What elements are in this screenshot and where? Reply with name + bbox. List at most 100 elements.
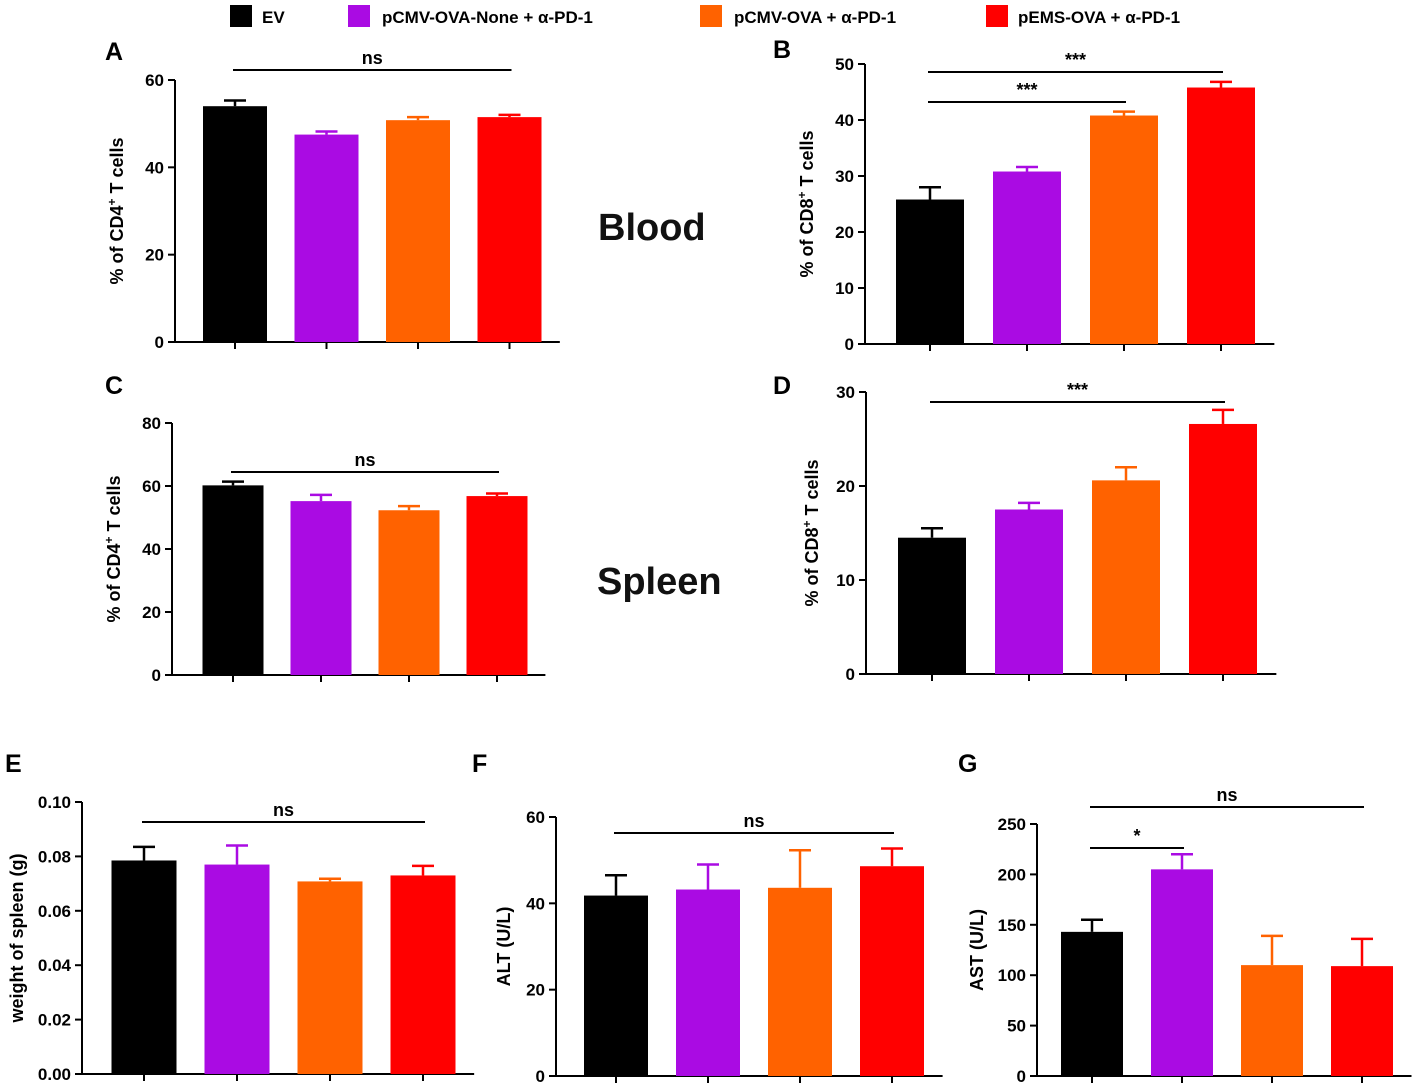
y-axis-label: % of CD8+ T cells <box>800 459 822 606</box>
significance-label: ns <box>354 450 375 470</box>
panel-c: C 0 20 40 60 80 % of CD4+ T cells ns <box>102 372 546 685</box>
panel-e: E 0.00 0.02 0.04 0.06 0.08 0.10 weight of splee… <box>5 750 475 1084</box>
y-tick-label: 20 <box>836 477 855 496</box>
panel-letter: A <box>105 38 123 66</box>
bar <box>378 510 440 675</box>
bar <box>1331 966 1393 1076</box>
panel-letter: B <box>773 36 791 64</box>
y-tick-label: 0.08 <box>38 847 71 866</box>
y-tick-label: 0 <box>155 333 164 352</box>
y-tick-label: 20 <box>142 603 161 622</box>
y-tick-label: 200 <box>998 865 1026 884</box>
significance-label: *** <box>1065 50 1086 70</box>
y-tick-label: 0 <box>152 666 161 685</box>
legend-swatch-pcmv-ova-none <box>348 5 370 27</box>
y-tick-label: 60 <box>526 808 545 827</box>
y-tick-label: 0.04 <box>38 956 72 975</box>
y-tick-label: 30 <box>835 167 854 186</box>
bar <box>1151 869 1213 1076</box>
bar <box>1187 87 1255 345</box>
significance-label: ns <box>1216 785 1237 805</box>
bar <box>290 501 352 675</box>
bar <box>896 199 964 344</box>
y-tick-label: 40 <box>145 158 164 177</box>
y-axis-label: weight of spleen (g) <box>7 853 27 1023</box>
y-tick-label: 0.06 <box>38 902 71 921</box>
bar <box>860 866 924 1076</box>
y-tick-label: 60 <box>142 477 161 496</box>
legend-swatch-pcmv-ova <box>700 5 722 27</box>
y-tick-label: 0 <box>536 1067 545 1086</box>
bar <box>1092 480 1160 674</box>
bar <box>1241 965 1303 1076</box>
y-tick-label: 10 <box>836 571 855 590</box>
panel-letter: G <box>958 750 977 778</box>
y-axis-label: % of CD8+ T cells <box>795 130 817 277</box>
bar <box>390 875 456 1074</box>
y-tick-label: 30 <box>836 383 855 402</box>
bar <box>1061 931 1123 1076</box>
y-axis-label: % of CD4+ T cells <box>105 137 127 284</box>
bar <box>768 887 832 1076</box>
y-tick-label: 40 <box>526 894 545 913</box>
bar <box>676 889 740 1076</box>
y-tick-label: 20 <box>526 981 545 1000</box>
bar <box>297 881 363 1074</box>
y-tick-label: 40 <box>835 111 854 130</box>
panel-f: F 0 20 40 60 ALT (U/L) ns <box>472 750 943 1086</box>
bar <box>584 895 648 1076</box>
panel-letter: D <box>773 372 791 400</box>
panel-g: G 0 50 100 150 200 250 AST (U/L) * ns <box>958 750 1412 1086</box>
y-tick-label: 20 <box>835 223 854 242</box>
legend-swatch-pems-ova <box>986 5 1008 27</box>
bar <box>993 171 1061 344</box>
tissue-label-spleen: Spleen <box>597 561 722 603</box>
legend-label-pcmv-ova-none: pCMV-OVA-None + α-PD-1 <box>382 8 593 27</box>
y-tick-label: 80 <box>142 414 161 433</box>
y-axis-label: ALT (U/L) <box>494 907 514 987</box>
bar <box>898 537 966 674</box>
y-tick-label: 60 <box>145 71 164 90</box>
panel-d: D 0 10 20 30 % of CD8+ T cells *** <box>773 372 1277 684</box>
panel-a: A 0 20 40 60 % of CD4+ T cells ns <box>105 38 560 352</box>
bar <box>202 485 264 675</box>
bar <box>204 864 270 1074</box>
significance-label: * <box>1133 826 1140 846</box>
bar <box>477 117 542 342</box>
legend-label-ev: EV <box>262 8 285 27</box>
y-tick-label: 20 <box>145 246 164 265</box>
legend: EV pCMV-OVA-None + α-PD-1 pCMV-OVA + α-P… <box>230 5 1180 27</box>
y-tick-label: 0 <box>1017 1067 1026 1086</box>
y-tick-label: 150 <box>998 916 1026 935</box>
y-axis-label: % of CD4+ T cells <box>102 475 124 622</box>
tissue-label-blood: Blood <box>598 207 706 249</box>
panel-letter: F <box>472 750 487 778</box>
significance-label: *** <box>1067 380 1088 400</box>
y-tick-label: 50 <box>1007 1017 1026 1036</box>
y-tick-label: 0.10 <box>38 793 71 812</box>
significance-label: ns <box>362 48 383 68</box>
y-tick-label: 100 <box>998 966 1026 985</box>
legend-swatch-ev <box>230 5 252 27</box>
y-tick-label: 0 <box>846 665 855 684</box>
bar <box>995 509 1063 674</box>
bar <box>386 120 450 342</box>
y-tick-label: 50 <box>835 55 854 74</box>
y-tick-label: 0 <box>845 335 854 354</box>
bar <box>111 860 177 1074</box>
bar <box>294 134 359 342</box>
y-tick-label: 10 <box>835 279 854 298</box>
bar <box>203 106 267 342</box>
y-tick-label: 0.00 <box>38 1065 71 1084</box>
significance-label: *** <box>1016 80 1037 100</box>
bar <box>1189 423 1257 674</box>
significance-label: ns <box>743 811 764 831</box>
legend-label-pems-ova: pEMS-OVA + α-PD-1 <box>1018 8 1180 27</box>
legend-label-pcmv-ova: pCMV-OVA + α-PD-1 <box>734 8 896 27</box>
significance-label: ns <box>273 800 294 820</box>
y-tick-label: 40 <box>142 540 161 559</box>
panel-letter: E <box>5 750 22 778</box>
panel-letter: C <box>105 372 123 400</box>
y-axis-label: AST (U/L) <box>967 909 987 991</box>
